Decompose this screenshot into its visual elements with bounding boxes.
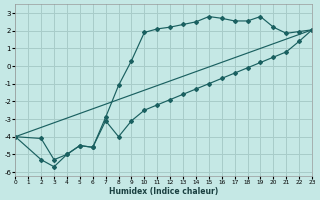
X-axis label: Humidex (Indice chaleur): Humidex (Indice chaleur) [109, 187, 218, 196]
